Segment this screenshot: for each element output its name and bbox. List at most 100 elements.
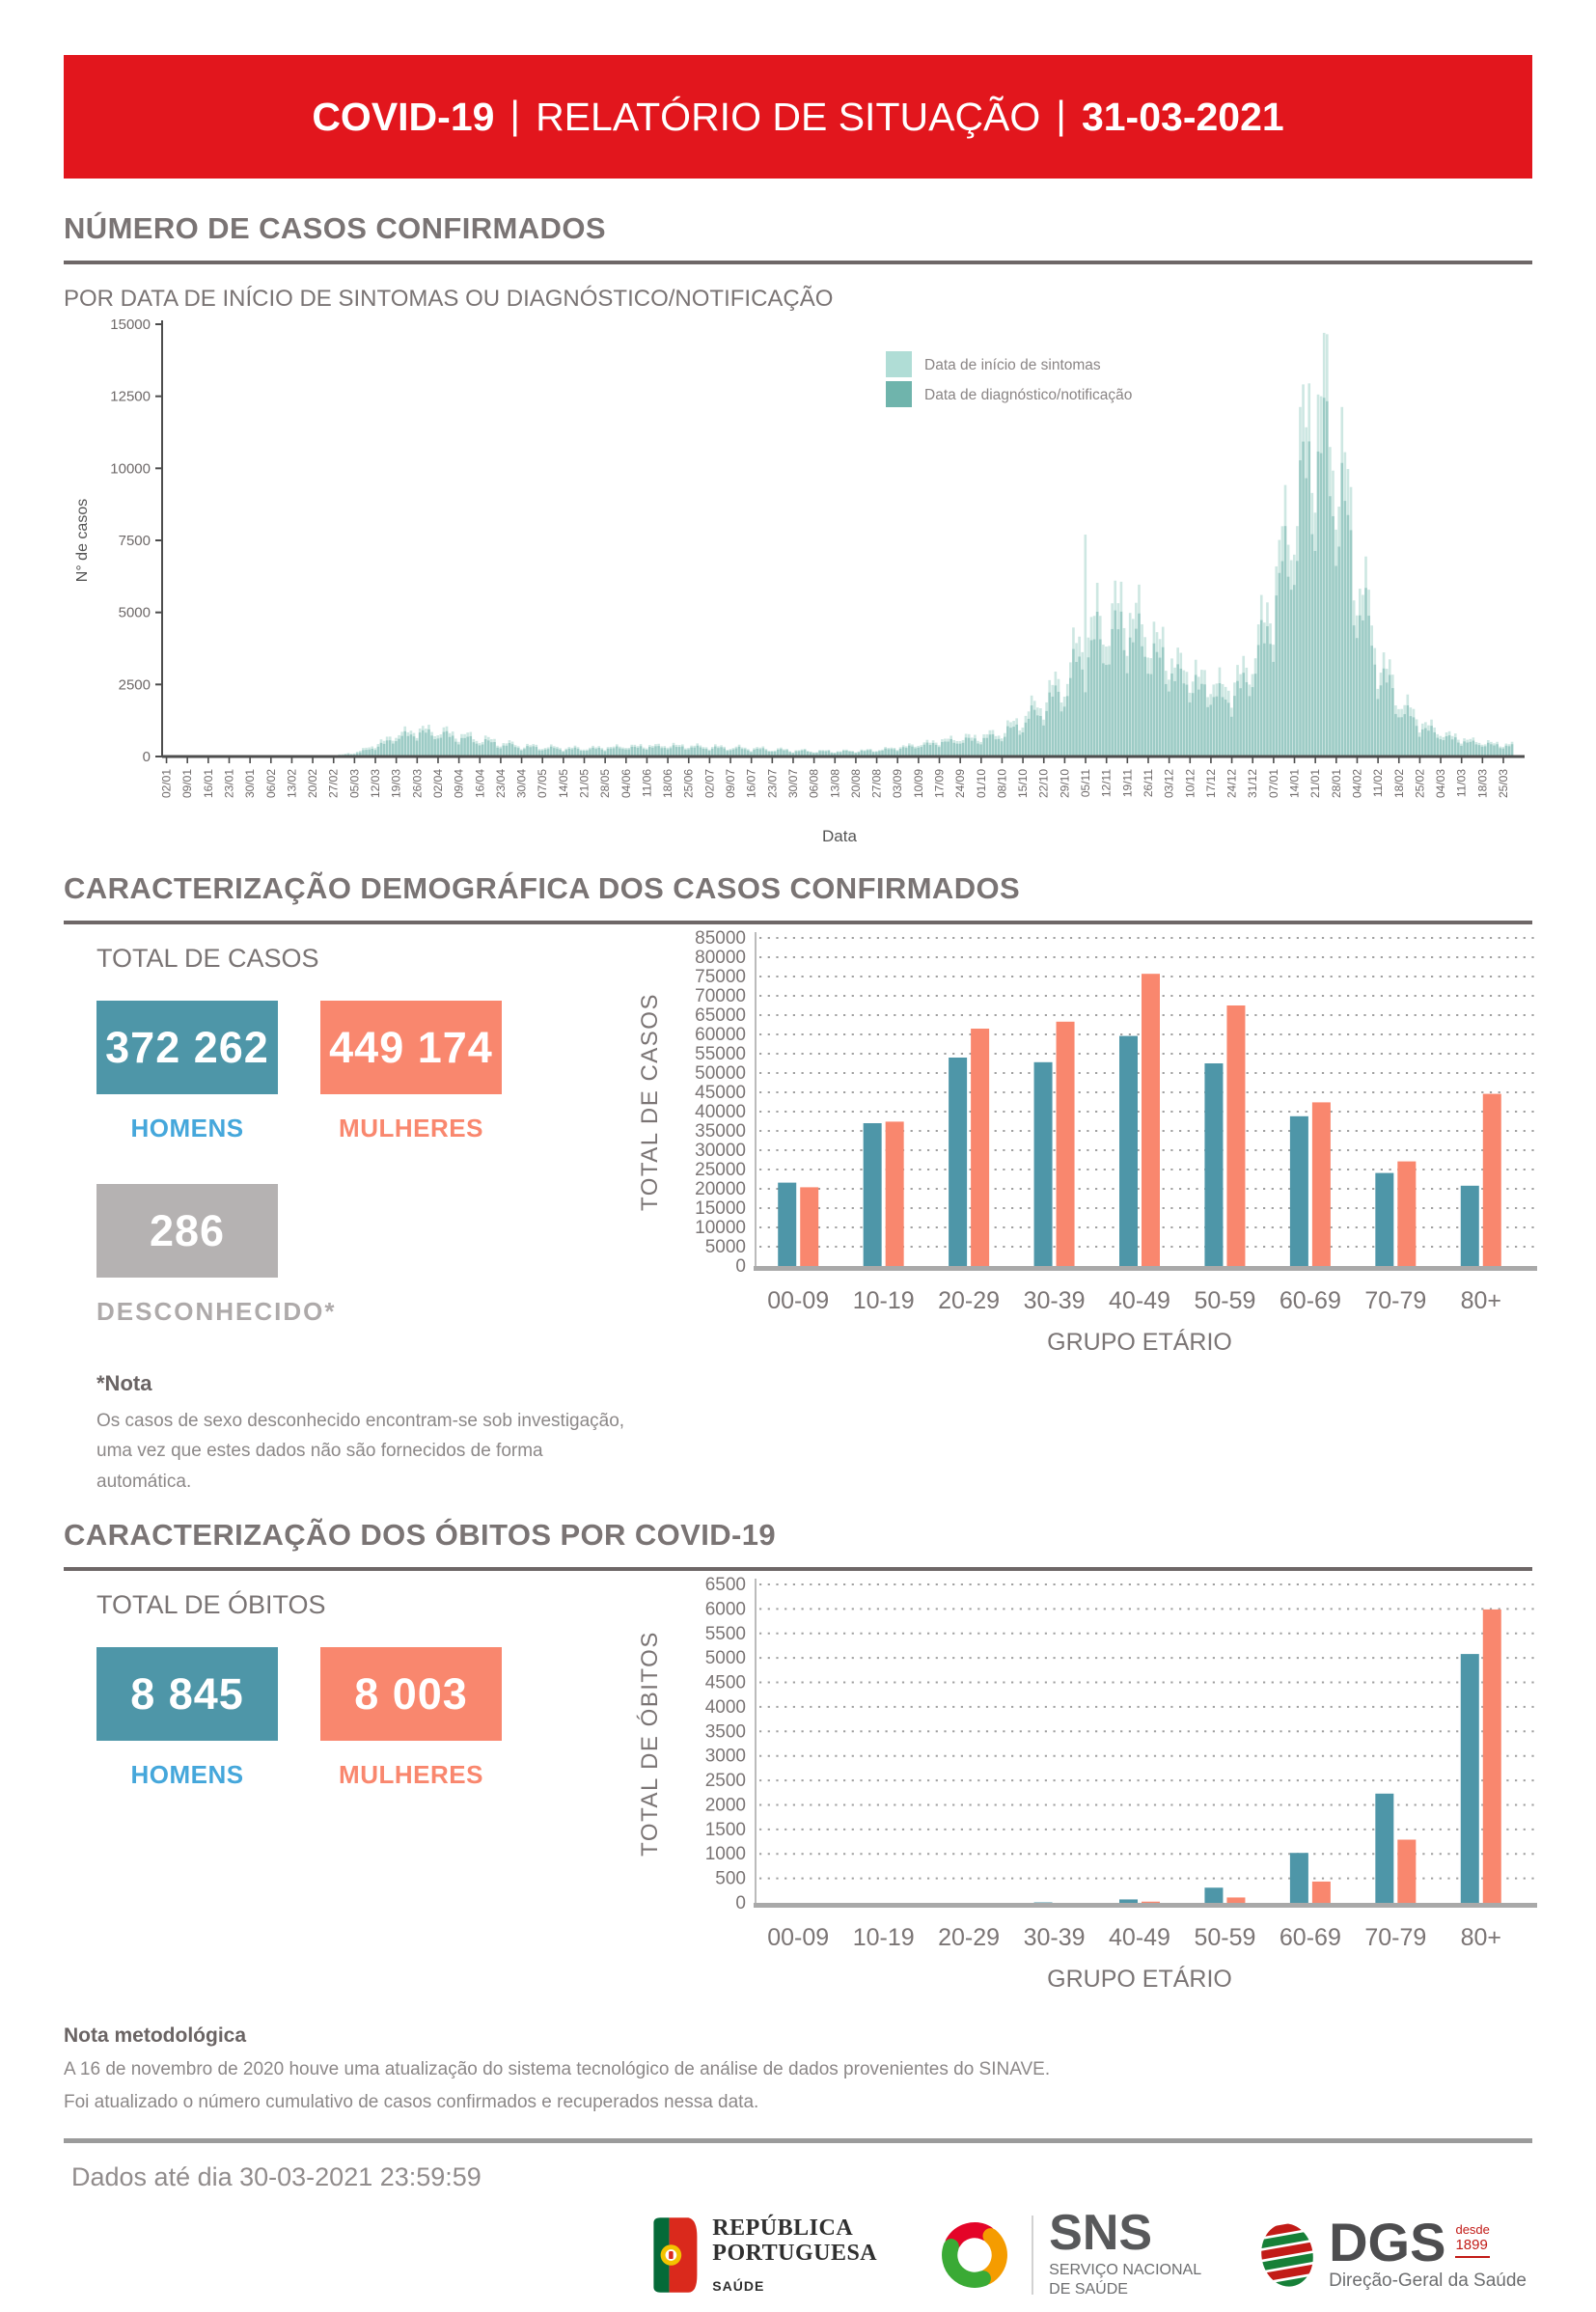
epi-x-tick: 17/09 bbox=[933, 769, 947, 798]
svg-text:40000: 40000 bbox=[695, 1102, 746, 1122]
epi-x-tick: 06/08 bbox=[808, 769, 821, 798]
epi-x-tick: 21/01 bbox=[1308, 769, 1322, 798]
obitos-homens-value-box: 8 845 bbox=[96, 1647, 278, 1741]
dgs-text: DGS desde 1899 Direção-Geral da Saúde bbox=[1329, 2218, 1527, 2292]
epi-y-axis-label: N° de casos bbox=[74, 499, 91, 582]
svg-text:4000: 4000 bbox=[705, 1697, 746, 1718]
svg-text:25000: 25000 bbox=[695, 1160, 746, 1180]
svg-text:30000: 30000 bbox=[695, 1141, 746, 1161]
svg-text:15000: 15000 bbox=[695, 1198, 746, 1219]
epi-x-tick: 25/06 bbox=[682, 769, 696, 798]
epi-x-tick: 15/10 bbox=[1016, 769, 1030, 798]
epi-x-tick: 27/08 bbox=[870, 769, 884, 798]
dgs-subtitle: Direção-Geral da Saúde bbox=[1329, 2271, 1527, 2292]
epi-x-tick: 02/01 bbox=[160, 769, 174, 798]
epi-x-tick: 07/05 bbox=[536, 769, 549, 798]
total-casos-panel: TOTAL DE CASOS 372 262 HOMENS 449 174 MU… bbox=[64, 924, 628, 1497]
epi-x-tick: 16/01 bbox=[202, 769, 215, 798]
age-group-tick: 80+ bbox=[1461, 1924, 1501, 1951]
epi-x-tick: 21/05 bbox=[577, 769, 591, 798]
obitos-row: TOTAL DE ÓBITOS 8 845 HOMENS 8 003 MULHE… bbox=[64, 1571, 1532, 1999]
svg-text:65000: 65000 bbox=[695, 1005, 746, 1026]
svg-text:5000: 5000 bbox=[119, 605, 151, 621]
dgs-desde-word: desde bbox=[1455, 2222, 1489, 2238]
epi-x-tick: 24/12 bbox=[1225, 769, 1239, 798]
svg-text:6500: 6500 bbox=[705, 1575, 746, 1595]
epi-x-tick: 28/05 bbox=[598, 769, 612, 798]
epi-x-tick: 23/07 bbox=[765, 769, 779, 798]
epi-x-tick: 31/12 bbox=[1246, 769, 1259, 798]
sns-swirl-icon bbox=[933, 2214, 1016, 2297]
svg-text:55000: 55000 bbox=[695, 1044, 746, 1064]
epi-x-axis-label: Data bbox=[822, 827, 857, 845]
svg-text:0: 0 bbox=[735, 1256, 746, 1277]
epi-x-tick: 05/03 bbox=[347, 769, 361, 798]
nota-desconhecido-title: *Nota bbox=[96, 1371, 628, 1396]
epi-x-tick: 07/01 bbox=[1267, 769, 1280, 798]
svg-text:20000: 20000 bbox=[695, 1179, 746, 1199]
age-group-tick: 20-29 bbox=[938, 1287, 1000, 1314]
epi-x-tick: 13/02 bbox=[285, 769, 298, 798]
epi-x-tick: 23/01 bbox=[222, 769, 235, 798]
age-group-tick: 80+ bbox=[1461, 1287, 1501, 1314]
svg-text:5000: 5000 bbox=[705, 1237, 746, 1257]
epi-x-tick: 09/01 bbox=[180, 769, 194, 798]
nota-line-2: uma vez que estes dados não são fornecid… bbox=[96, 1441, 543, 1491]
age-group-tick: 00-09 bbox=[767, 1924, 829, 1951]
total-casos-heading: TOTAL DE CASOS bbox=[96, 944, 628, 974]
age-group-tick: 10-19 bbox=[853, 1287, 915, 1314]
footer-divider bbox=[64, 2138, 1532, 2143]
epi-x-tick: 04/06 bbox=[619, 769, 633, 798]
epi-x-tick: 01/10 bbox=[975, 769, 988, 798]
banner-report-date: 31-03-2021 bbox=[1082, 95, 1284, 140]
obitos-homens-label: HOMENS bbox=[96, 1760, 278, 1790]
total-obitos-boxes: 8 845 HOMENS 8 003 MULHERES bbox=[96, 1647, 628, 1790]
age-group-tick: 30-39 bbox=[1024, 1287, 1086, 1314]
svg-text:2500: 2500 bbox=[705, 1771, 746, 1791]
nota-desconhecido: *Nota Os casos de sexo desconhecido enco… bbox=[96, 1371, 628, 1497]
epi-x-tick: 04/03 bbox=[1434, 769, 1447, 798]
report-page: COVID-19 | RELATÓRIO DE SITUAÇÃO | 31-03… bbox=[0, 55, 1596, 2299]
svg-text:1000: 1000 bbox=[705, 1844, 746, 1864]
section-demografia-header: CARACTERIZAÇÃO DEMOGRÁFICA DOS CASOS CON… bbox=[64, 871, 1532, 924]
republica-portuguesa-logo: REPÚBLICA PORTUGUESA SAÚDE bbox=[648, 2213, 877, 2298]
casos-homens-label: HOMENS bbox=[96, 1114, 278, 1143]
epi-x-tick: 26/03 bbox=[410, 769, 424, 798]
svg-text:15000: 15000 bbox=[110, 317, 151, 333]
svg-text:3000: 3000 bbox=[705, 1747, 746, 1767]
epi-x-tick: 19/11 bbox=[1120, 769, 1134, 797]
rp-line-2: PORTUGUESA bbox=[712, 2242, 877, 2267]
age-group-tick: 50-59 bbox=[1194, 1287, 1255, 1314]
report-banner: COVID-19 | RELATÓRIO DE SITUAÇÃO | 31-03… bbox=[64, 55, 1532, 179]
svg-text:500: 500 bbox=[715, 1869, 746, 1889]
epi-x-tick: 23/04 bbox=[494, 769, 508, 798]
section-obitos-title: CARACTERIZAÇÃO DOS ÓBITOS POR COVID-19 bbox=[64, 1518, 1532, 1553]
epi-x-tick: 20/02 bbox=[306, 769, 319, 798]
svg-text:0: 0 bbox=[143, 749, 151, 765]
svg-text:70000: 70000 bbox=[695, 986, 746, 1006]
republica-portuguesa-text: REPÚBLICA PORTUGUESA SAÚDE bbox=[712, 2216, 877, 2294]
svg-text:10000: 10000 bbox=[110, 460, 151, 477]
cases-by-age-chart: 0500010000150002000025000300003500040000… bbox=[628, 919, 1545, 1358]
svg-text:75000: 75000 bbox=[695, 967, 746, 987]
epi-x-tick: 16/07 bbox=[745, 769, 758, 798]
banner-report-title: RELATÓRIO DE SITUAÇÃO bbox=[536, 95, 1040, 140]
epi-x-tick: 03/09 bbox=[891, 769, 904, 798]
total-obitos-panel: TOTAL DE ÓBITOS 8 845 HOMENS 8 003 MULHE… bbox=[64, 1571, 628, 1790]
age-group-tick: 70-79 bbox=[1364, 1287, 1426, 1314]
total-casos-boxes: 372 262 HOMENS 449 174 MULHERES bbox=[96, 1001, 628, 1143]
epi-x-tick: 11/06 bbox=[640, 769, 653, 797]
age-group-tick: 40-49 bbox=[1109, 1287, 1170, 1314]
nota-desconhecido-text: Os casos de sexo desconhecido encontram-… bbox=[96, 1406, 628, 1497]
epi-x-tick: 18/06 bbox=[661, 769, 674, 798]
dgs-year: 1899 bbox=[1455, 2237, 1489, 2258]
epi-x-tick: 12/03 bbox=[369, 769, 382, 798]
svg-text:5000: 5000 bbox=[705, 1648, 746, 1668]
epi-x-tick: 08/10 bbox=[995, 769, 1008, 798]
epi-x-tick: 28/01 bbox=[1330, 769, 1343, 798]
svg-text:12500: 12500 bbox=[110, 389, 151, 405]
epi-x-tick: 14/01 bbox=[1288, 769, 1302, 798]
age-group-tick: 50-59 bbox=[1194, 1924, 1255, 1951]
age-group-tick: 20-29 bbox=[938, 1924, 1000, 1951]
